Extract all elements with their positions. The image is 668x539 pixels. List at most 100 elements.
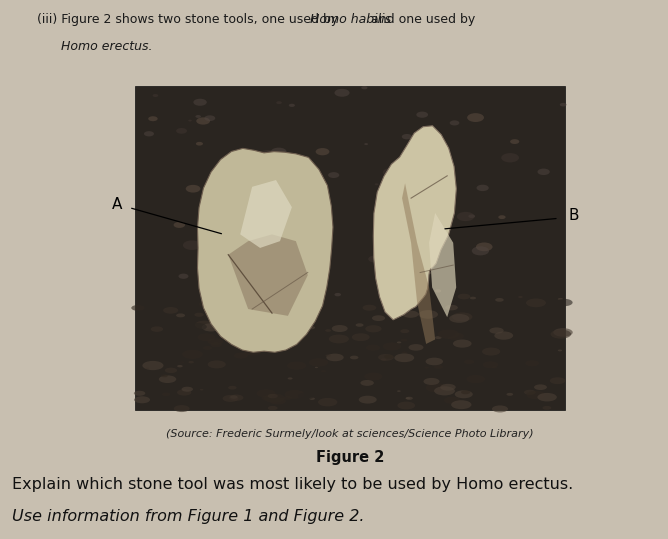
Ellipse shape xyxy=(174,222,185,228)
Ellipse shape xyxy=(483,361,498,368)
Ellipse shape xyxy=(394,354,414,362)
Ellipse shape xyxy=(560,103,566,107)
Ellipse shape xyxy=(401,338,407,342)
Ellipse shape xyxy=(292,189,307,197)
Ellipse shape xyxy=(424,378,440,385)
Ellipse shape xyxy=(553,328,572,337)
Ellipse shape xyxy=(378,354,393,361)
Ellipse shape xyxy=(535,340,544,343)
Ellipse shape xyxy=(325,329,331,332)
Ellipse shape xyxy=(194,313,204,317)
Ellipse shape xyxy=(368,255,382,262)
Ellipse shape xyxy=(176,128,187,134)
Ellipse shape xyxy=(444,397,461,404)
Ellipse shape xyxy=(464,360,474,364)
Ellipse shape xyxy=(526,391,546,399)
Ellipse shape xyxy=(455,390,473,398)
Ellipse shape xyxy=(259,150,277,160)
Ellipse shape xyxy=(271,148,287,156)
Ellipse shape xyxy=(176,357,194,365)
Ellipse shape xyxy=(228,386,236,390)
Ellipse shape xyxy=(134,396,150,403)
Ellipse shape xyxy=(476,243,492,251)
Ellipse shape xyxy=(435,336,442,339)
Ellipse shape xyxy=(321,370,326,372)
Ellipse shape xyxy=(453,340,472,348)
Ellipse shape xyxy=(165,368,177,373)
Ellipse shape xyxy=(534,384,547,390)
Ellipse shape xyxy=(202,323,220,331)
Ellipse shape xyxy=(277,101,282,104)
Ellipse shape xyxy=(326,354,344,361)
Ellipse shape xyxy=(397,342,401,343)
Ellipse shape xyxy=(494,331,513,340)
Text: Use information from Figure 1 and Figure 2.: Use information from Figure 1 and Figure… xyxy=(12,509,365,524)
Ellipse shape xyxy=(269,397,286,405)
Ellipse shape xyxy=(449,390,453,392)
Ellipse shape xyxy=(558,298,563,300)
Ellipse shape xyxy=(240,278,247,282)
Ellipse shape xyxy=(355,323,363,327)
Ellipse shape xyxy=(424,271,431,275)
Ellipse shape xyxy=(492,367,497,368)
Ellipse shape xyxy=(447,333,464,340)
Ellipse shape xyxy=(436,328,456,337)
Ellipse shape xyxy=(200,389,203,390)
Ellipse shape xyxy=(476,185,489,191)
Ellipse shape xyxy=(458,294,470,299)
Ellipse shape xyxy=(501,153,519,162)
Ellipse shape xyxy=(261,396,272,400)
Ellipse shape xyxy=(403,185,407,187)
Ellipse shape xyxy=(359,396,377,404)
Ellipse shape xyxy=(177,365,183,368)
Ellipse shape xyxy=(381,264,386,266)
Ellipse shape xyxy=(318,398,337,406)
Ellipse shape xyxy=(154,297,157,298)
Ellipse shape xyxy=(244,345,254,350)
Ellipse shape xyxy=(385,327,392,330)
Ellipse shape xyxy=(435,404,448,410)
Ellipse shape xyxy=(297,340,316,348)
Ellipse shape xyxy=(363,305,376,311)
Ellipse shape xyxy=(329,335,349,343)
Text: and one used by: and one used by xyxy=(367,13,475,26)
Ellipse shape xyxy=(356,294,368,300)
Ellipse shape xyxy=(289,194,305,202)
Ellipse shape xyxy=(388,348,394,351)
Ellipse shape xyxy=(183,240,201,250)
Ellipse shape xyxy=(518,296,522,298)
Ellipse shape xyxy=(208,338,223,345)
Ellipse shape xyxy=(424,367,429,369)
Ellipse shape xyxy=(178,361,184,364)
Ellipse shape xyxy=(364,372,383,381)
Ellipse shape xyxy=(438,329,459,339)
Ellipse shape xyxy=(176,313,185,317)
Ellipse shape xyxy=(151,327,163,332)
Ellipse shape xyxy=(556,299,572,306)
Ellipse shape xyxy=(226,326,236,330)
Ellipse shape xyxy=(372,315,385,321)
Ellipse shape xyxy=(401,134,412,140)
Ellipse shape xyxy=(152,94,158,97)
Ellipse shape xyxy=(545,372,564,380)
Ellipse shape xyxy=(144,131,154,136)
Ellipse shape xyxy=(467,113,484,122)
Ellipse shape xyxy=(374,255,381,259)
Ellipse shape xyxy=(426,383,447,392)
Ellipse shape xyxy=(204,115,215,121)
Ellipse shape xyxy=(196,118,210,125)
Ellipse shape xyxy=(466,375,485,383)
Ellipse shape xyxy=(328,172,339,178)
Ellipse shape xyxy=(161,374,168,377)
Ellipse shape xyxy=(268,394,278,398)
Ellipse shape xyxy=(164,360,183,368)
Ellipse shape xyxy=(361,363,369,366)
Ellipse shape xyxy=(270,298,291,307)
Ellipse shape xyxy=(435,289,442,293)
Ellipse shape xyxy=(189,323,207,330)
Ellipse shape xyxy=(470,365,479,369)
Ellipse shape xyxy=(146,368,149,369)
Ellipse shape xyxy=(538,169,550,175)
Ellipse shape xyxy=(238,306,257,315)
Ellipse shape xyxy=(262,384,275,389)
